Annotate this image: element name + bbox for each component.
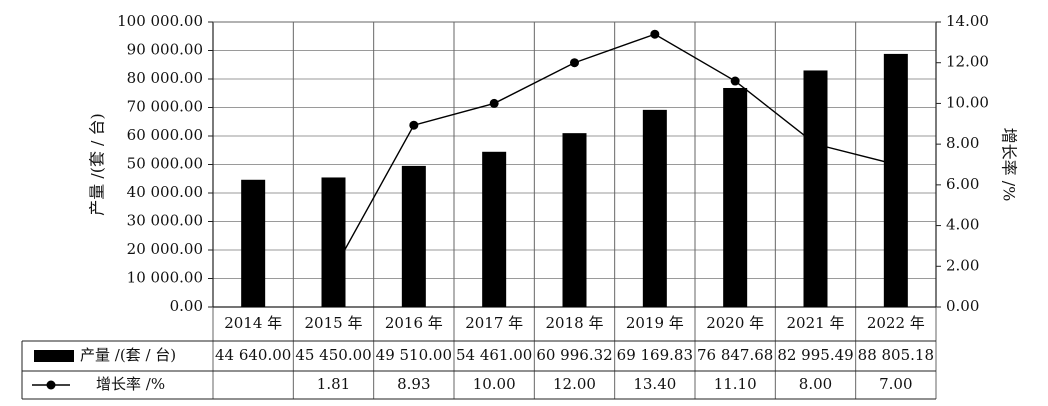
table-cell-bar-value: 88 805.18: [858, 346, 934, 364]
left-tick-label: 40 000.00: [127, 183, 203, 201]
table-cell-bar-value: 45 450.00: [295, 346, 371, 364]
right-tick-label: 12.00: [946, 53, 989, 71]
category-label: 2014 年: [224, 314, 282, 332]
bar: [241, 180, 265, 307]
left-tick-label: 80 000.00: [127, 69, 203, 87]
table-cell-growth-value: 7.00: [879, 375, 912, 393]
growth-marker: [409, 121, 418, 130]
legend-bar-label: 产量 /(套 / 台): [80, 346, 176, 364]
table-cell-bar-value: 76 847.68: [697, 346, 773, 364]
table-cell-bar-value: 69 169.83: [617, 346, 693, 364]
category-label: 2020 年: [706, 314, 764, 332]
left-tick-label: 30 000.00: [127, 212, 203, 230]
left-tick-label: 90 000.00: [127, 41, 203, 59]
left-tick-label: 100 000.00: [117, 12, 203, 30]
right-tick-label: 8.00: [946, 134, 979, 152]
category-label: 2015 年: [305, 314, 363, 332]
left-tick-label: 0.00: [170, 297, 203, 315]
category-label: 2022 年: [867, 314, 925, 332]
growth-marker: [891, 160, 900, 169]
right-tick-label: 14.00: [946, 12, 989, 30]
growth-marker: [570, 58, 579, 67]
legend-line-label: 增长率 /%: [96, 375, 165, 393]
growth-marker: [650, 30, 659, 39]
left-tick-label: 50 000.00: [127, 155, 203, 173]
category-label: 2016 年: [385, 314, 443, 332]
growth-marker: [490, 99, 499, 108]
left-tick-label: 20 000.00: [127, 240, 203, 258]
right-tick-label: 10.00: [946, 93, 989, 111]
right-tick-label: 4.00: [946, 216, 979, 234]
bar: [804, 70, 828, 307]
growth-marker: [811, 140, 820, 149]
left-tick-label: 70 000.00: [127, 98, 203, 116]
bar: [322, 177, 346, 307]
legend-bar-swatch: [34, 350, 74, 362]
category-label: 2017 年: [465, 314, 523, 332]
table-cell-bar-value: 60 996.32: [536, 346, 612, 364]
bar: [884, 54, 908, 307]
right-tick-label: 6.00: [946, 175, 979, 193]
legend-line-marker: [47, 381, 56, 390]
category-label: 2019 年: [626, 314, 684, 332]
table-cell-bar-value: 44 640.00: [215, 346, 291, 364]
table-cell-growth-value: 8.00: [799, 375, 832, 393]
left-tick-label: 10 000.00: [127, 269, 203, 287]
category-label: 2021 年: [787, 314, 845, 332]
table-cell-growth-value: 10.00: [473, 375, 516, 393]
table-cell-growth-value: 8.93: [397, 375, 430, 393]
table-cell-bar-value: 49 510.00: [376, 346, 452, 364]
bar: [643, 110, 667, 307]
right-tick-label: 0.00: [946, 297, 979, 315]
bar: [723, 88, 747, 307]
bar: [563, 133, 587, 307]
left-axis-title: 产量 /(套 / 台): [88, 113, 107, 216]
table-cell-bar-value: 54 461.00: [456, 346, 532, 364]
growth-marker: [731, 77, 740, 86]
table-cell-growth-value: 13.40: [633, 375, 676, 393]
bar: [402, 166, 426, 307]
right-tick-label: 2.00: [946, 256, 979, 274]
category-label: 2018 年: [546, 314, 604, 332]
right-axis-title: 增长率 /%: [1000, 128, 1019, 202]
table-cell-bar-value: 82 995.49: [777, 346, 853, 364]
bar: [482, 152, 506, 307]
left-tick-label: 60 000.00: [127, 126, 203, 144]
table-cell-growth-value: 11.10: [714, 375, 757, 393]
table-cell-growth-value: 12.00: [553, 375, 596, 393]
table-cell-growth-value: 1.81: [317, 375, 350, 393]
